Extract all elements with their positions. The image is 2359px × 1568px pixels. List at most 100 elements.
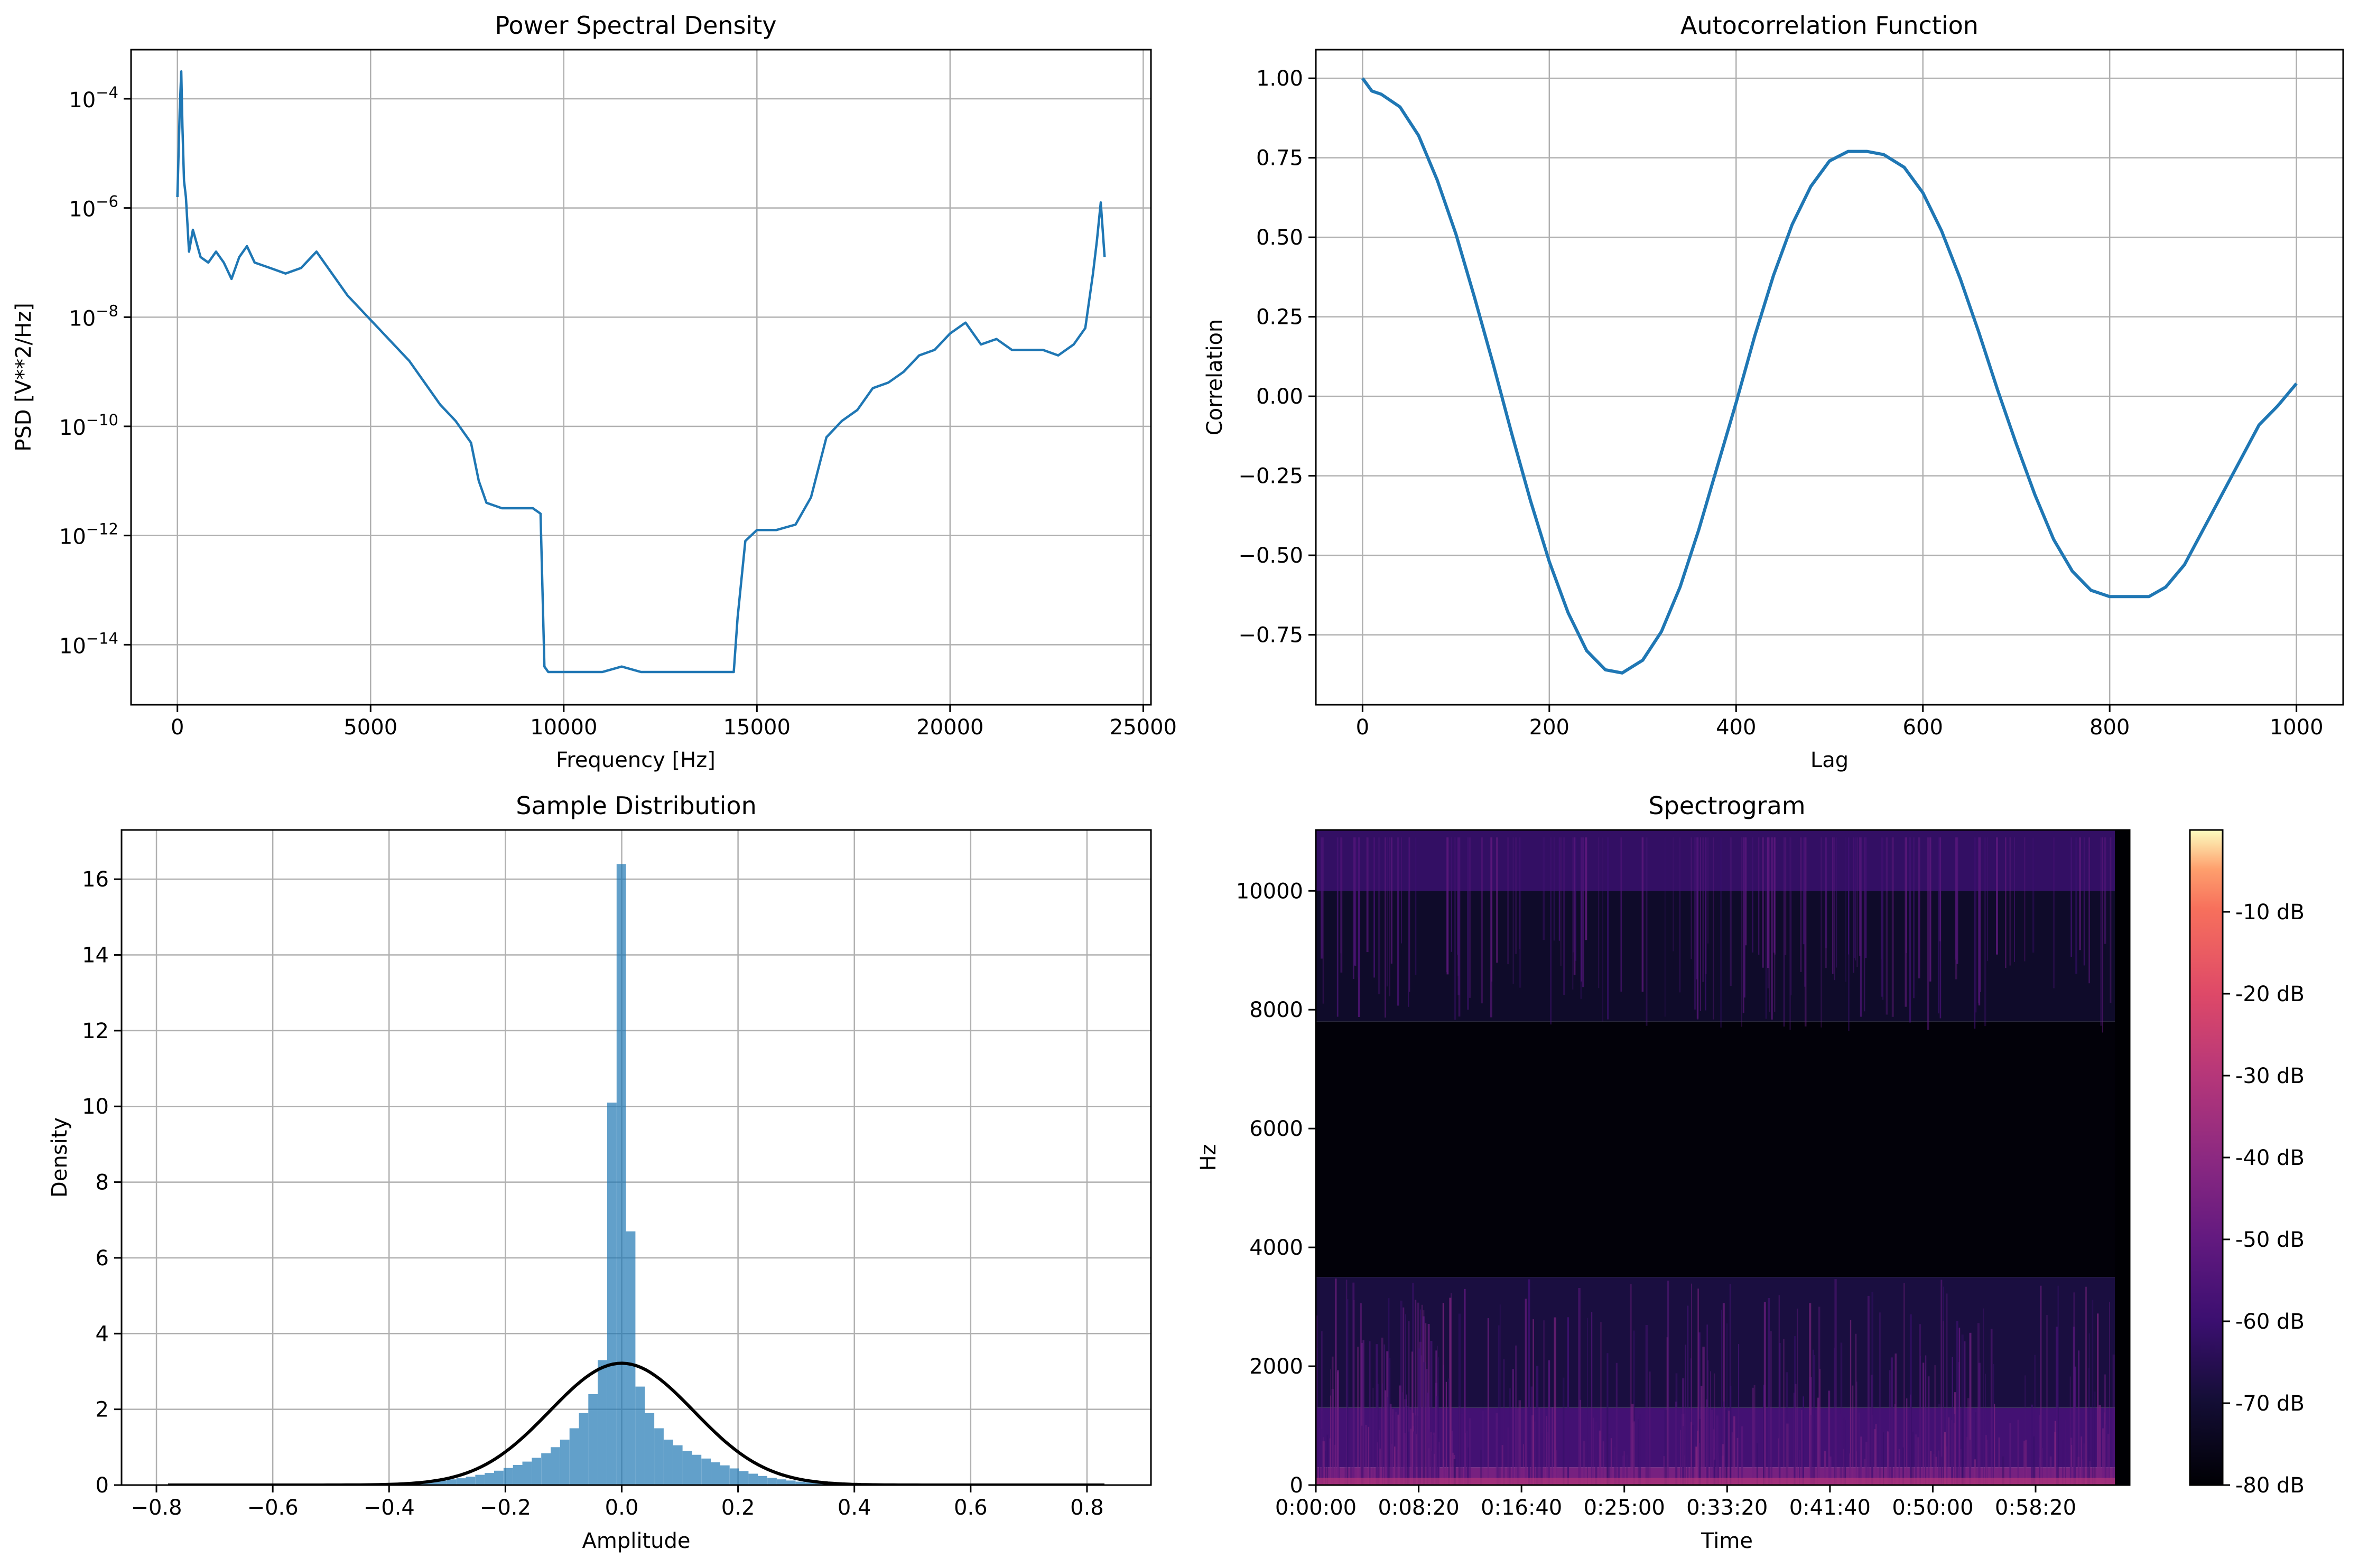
spec-y-tick-label: 6000 <box>1249 1117 1303 1141</box>
spectrogram-streak <box>1701 1386 1702 1485</box>
spectrogram-streak <box>1741 1426 1743 1485</box>
acf-title: Autocorrelation Function <box>1680 11 1979 40</box>
spectrogram-streak <box>1461 1414 1463 1486</box>
spectrogram-streak <box>1944 1432 1946 1485</box>
spectrogram-streak-high <box>1401 837 1402 944</box>
spectrogram-streak-high <box>1580 837 1582 999</box>
spectrogram-streak <box>1639 1415 1641 1485</box>
spectrogram-streak <box>1879 1312 1881 1485</box>
spectrogram-streak <box>1983 1309 1984 1485</box>
spectrogram-streak <box>1948 1417 1949 1485</box>
spectrogram-streak <box>1692 1425 1694 1486</box>
spectrogram-streak-high <box>1507 837 1509 964</box>
spectrogram-streak <box>2073 1327 2075 1485</box>
hist-bar <box>664 1440 673 1485</box>
spectrogram-streak <box>1488 1318 1489 1485</box>
colorbar-tick-label: -80 dB <box>2235 1473 2305 1498</box>
spectrogram-streak <box>1810 1415 1813 1485</box>
spectrogram-streak <box>1528 1280 1530 1486</box>
spectrogram-streak <box>1917 1438 1919 1486</box>
spectrogram-streak <box>1382 1384 1383 1485</box>
psd-y-tick-label: 10−8 <box>69 302 118 331</box>
spectrogram-streak <box>1840 1414 1841 1485</box>
spectrogram-streak-high <box>1918 837 1920 978</box>
hist-y-tick-label: 0 <box>96 1473 109 1498</box>
spectrogram-streak-high <box>1389 837 1390 996</box>
hist-bar <box>730 1469 739 1486</box>
hist-x-tick-label: −0.6 <box>247 1496 299 1520</box>
spectrogram-streak <box>2094 1392 2096 1485</box>
psd-y-tick-label: 10−6 <box>69 193 118 222</box>
spectrogram-streak-high <box>1790 837 1791 1030</box>
colorbar <box>2190 830 2223 1485</box>
spectrogram-streak-high <box>1354 837 1356 966</box>
spectrogram-streak <box>1706 1324 1708 1485</box>
hist-bar <box>513 1465 523 1485</box>
psd-x-tick-label: 20000 <box>916 715 983 740</box>
spectrogram-streak <box>1595 1421 1598 1485</box>
spectrogram-streak-high <box>1491 837 1492 982</box>
hist-bar <box>654 1429 664 1486</box>
spectrogram-streak-high <box>1804 837 1806 987</box>
spectrogram-streak-high <box>1758 837 1759 955</box>
acf-x-tick-label: 0 <box>1356 715 1369 740</box>
spectrogram-streak <box>1813 1350 1814 1485</box>
hist-bar <box>504 1468 513 1485</box>
spectrogram-streak <box>1883 1432 1884 1485</box>
spectrogram-streak-high <box>1836 837 1837 967</box>
spectrogram-streak-high <box>1665 837 1666 1017</box>
spectrogram-streak <box>1923 1362 1924 1485</box>
spectrogram-streak <box>1868 1296 1870 1485</box>
spectrogram-streak <box>1543 1320 1544 1485</box>
spectrogram-streak <box>2047 1315 2048 1485</box>
spectrogram-streak <box>1964 1341 1965 1485</box>
spectrogram-streak <box>1683 1426 1684 1485</box>
spectrogram-band <box>1316 891 2130 1021</box>
hist-bar <box>523 1462 532 1485</box>
spectrogram-streak-high <box>1513 837 1514 984</box>
spectrogram-streak-high <box>1767 837 1769 968</box>
hist-y-tick-label: 16 <box>82 867 109 892</box>
acf-y-tick-label: 1.00 <box>1256 67 1303 91</box>
spectrogram-streak <box>1451 1293 1452 1485</box>
spectrogram-streak <box>1887 1432 1889 1485</box>
spectrogram-end-strip <box>2115 830 2130 1485</box>
spectrogram-streak <box>1388 1298 1390 1485</box>
spectrogram-streak-high <box>1730 837 1732 986</box>
spectrogram-streak <box>1587 1318 1588 1485</box>
spectrogram-streak <box>2065 1420 2066 1485</box>
spec-x-tick-label: 0:41:40 <box>1789 1496 1871 1520</box>
spectrogram-streak <box>1446 1382 1447 1485</box>
psd-y-tick-label: 10−14 <box>59 629 118 658</box>
hist-bar <box>683 1451 692 1486</box>
spectrogram-streak <box>1999 1438 2000 1485</box>
spectrogram-streak-high <box>1906 837 1907 953</box>
spectrogram-streak <box>1733 1416 1735 1485</box>
spectrogram-streak-high <box>1340 837 1341 953</box>
spectrogram-streak-high <box>1913 837 1915 998</box>
hist-x-tick-label: −0.2 <box>480 1496 531 1520</box>
hist-bar <box>673 1445 683 1485</box>
hist-bar <box>617 864 626 1486</box>
spectrogram-streak <box>1606 1353 1608 1485</box>
hist-bar <box>457 1478 466 1485</box>
spectrogram-streak <box>2109 1302 2110 1485</box>
hist-y-tick-label: 4 <box>96 1322 109 1346</box>
spectrogram-streak-high <box>1707 837 1708 944</box>
spectrogram-streak <box>1915 1434 1917 1485</box>
spectrogram-streak-high <box>1713 837 1714 1020</box>
acf-x-tick-label: 400 <box>1716 715 1756 740</box>
spectrogram-streak <box>1726 1323 1728 1485</box>
spectrogram-streak <box>1415 1415 1416 1485</box>
spectrogram-streak <box>1855 1334 1857 1485</box>
spectrogram-streak <box>1633 1422 1634 1486</box>
spectrogram-streak <box>1515 1346 1517 1485</box>
spectrogram-streak <box>1779 1343 1780 1485</box>
hist-bar <box>711 1462 720 1485</box>
acf-ylabel: Correlation <box>1203 319 1227 436</box>
spectrogram-streak-high <box>1800 837 1801 972</box>
spectrogram-streak-high <box>1886 837 1888 1014</box>
spectrogram-streak <box>1943 1287 1944 1486</box>
spectrogram-streak-high <box>2101 837 2102 1026</box>
spectrogram-streak <box>1935 1365 1936 1485</box>
